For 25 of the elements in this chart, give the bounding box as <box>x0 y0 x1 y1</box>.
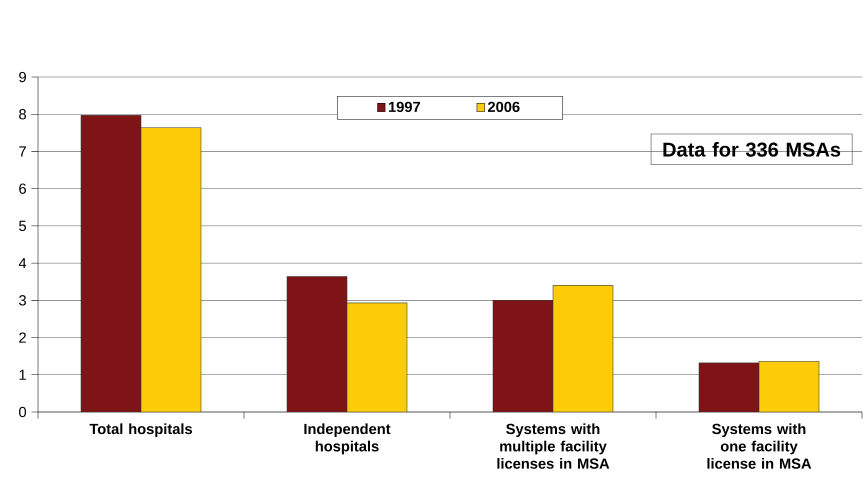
y-tick-label: 5 <box>19 220 26 231</box>
y-tick-label: 6 <box>19 183 26 194</box>
y-tick-label: 3 <box>19 295 26 306</box>
legend-label: 1997 <box>388 102 420 112</box>
x-tick-label: Total hospitals <box>90 423 192 438</box>
bar <box>140 127 202 412</box>
y-tick-label: 2 <box>19 332 26 343</box>
x-tick-label: Systems with multiple facility licenses in MSA <box>497 423 610 469</box>
bar <box>552 285 614 412</box>
y-tick-label: 4 <box>18 258 26 268</box>
x-tick-label: Systems with one facility license in MSA <box>707 423 812 469</box>
y-tick-label: 9 <box>19 72 26 82</box>
annotation: Data for 336 MSAs <box>663 142 840 157</box>
y-tick-label: 8 <box>19 109 26 120</box>
bar <box>80 115 142 412</box>
bar <box>492 300 554 412</box>
bar <box>698 362 760 412</box>
bar <box>286 276 348 412</box>
y-tick-label: 0 <box>19 406 26 418</box>
x-tick-label: Independent hospitals <box>304 423 390 454</box>
y-tick-label: 7 <box>19 146 26 156</box>
bar <box>346 302 408 412</box>
y-tick-label: 1 <box>20 370 26 380</box>
legend-label: 2006 <box>488 102 520 112</box>
bar <box>758 361 820 412</box>
